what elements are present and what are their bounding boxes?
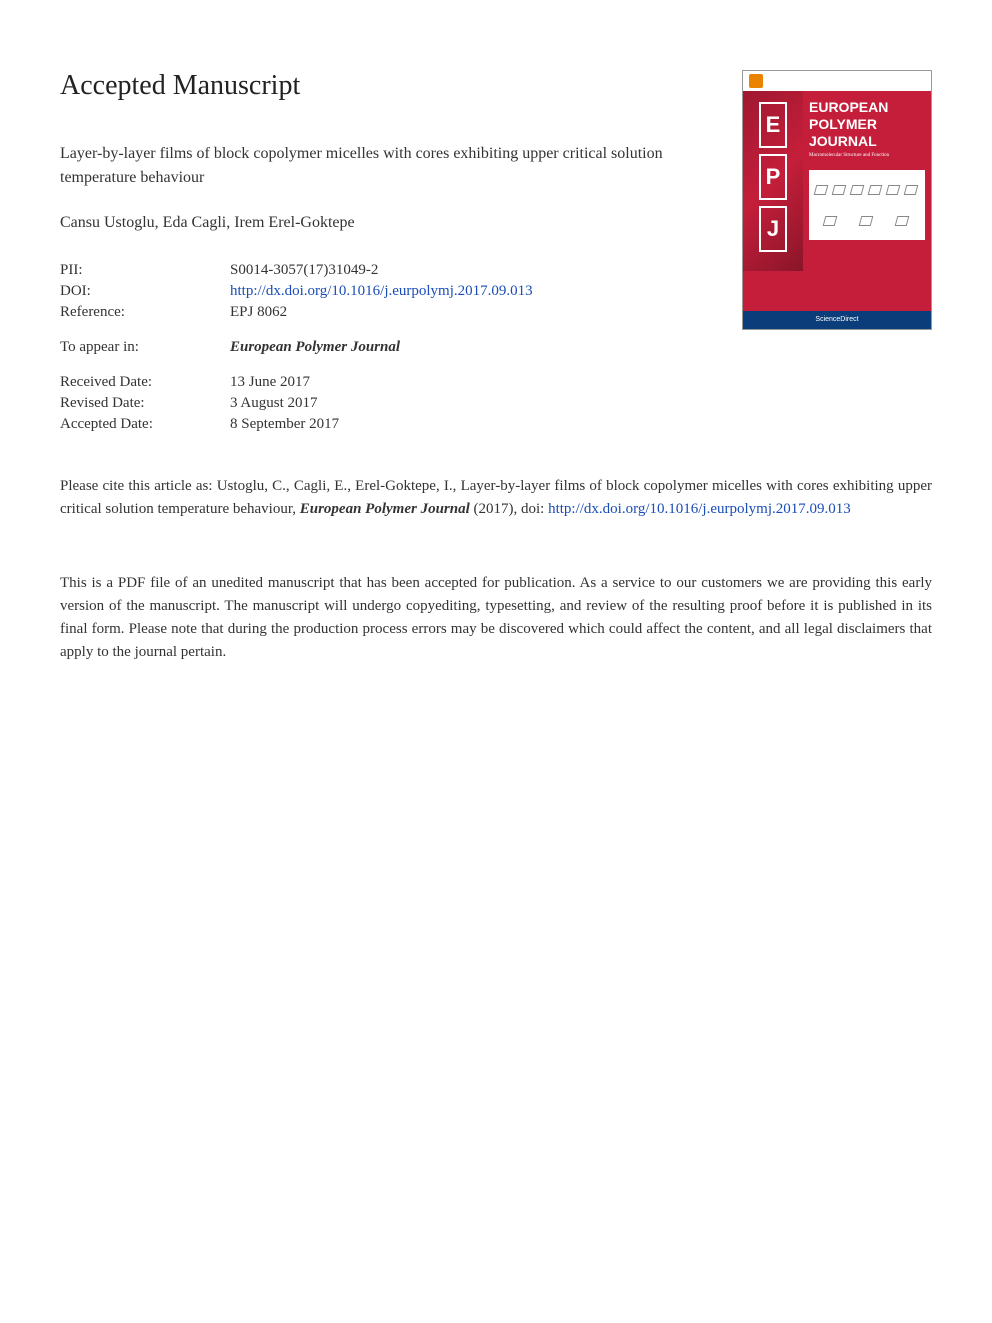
molecule-icon [885, 183, 903, 197]
journal-cover: E P J EUROPEAN POLYMER JOURNAL Macromole… [742, 70, 932, 330]
cover-topbar [743, 71, 931, 91]
meta-row-appear: To appear in: European Polymer Journal [60, 337, 533, 358]
cover-title: EUROPEAN POLYMER JOURNAL [809, 99, 925, 149]
doi-link[interactable]: http://dx.doi.org/10.1016/j.eurpolymj.20… [230, 283, 533, 299]
cover-subtitle: Macromolecular Structure and Function [809, 153, 925, 158]
received-label: Received Date: [60, 372, 230, 393]
citation-journal: European Polymer Journal [300, 501, 470, 517]
disclaimer-text: This is a PDF file of an unedited manusc… [60, 572, 932, 665]
cover-letter-p: P [759, 154, 787, 200]
cover-left-panel: E P J [743, 91, 803, 271]
cover-letter-j: J [759, 206, 787, 252]
cover-title-line3: JOURNAL [809, 133, 877, 149]
meta-row-doi: DOI: http://dx.doi.org/10.1016/j.eurpoly… [60, 281, 533, 302]
citation-text: Please cite this article as: Ustoglu, C.… [60, 475, 932, 522]
meta-row-accepted: Accepted Date: 8 September 2017 [60, 414, 533, 435]
appear-label: To appear in: [60, 337, 230, 358]
molecule-icon [849, 183, 867, 197]
meta-row-revised: Revised Date: 3 August 2017 [60, 393, 533, 414]
citation-year: (2017), doi: [470, 501, 548, 517]
cover-letter-e: E [759, 102, 787, 148]
meta-row-reference: Reference: EPJ 8062 [60, 302, 533, 323]
molecule-icon [813, 183, 831, 197]
metadata-table: PII: S0014-3057(17)31049-2 DOI: http://d… [60, 260, 533, 435]
page-heading: Accepted Manuscript [60, 70, 712, 102]
authors: Cansu Ustoglu, Eda Cagli, Irem Erel-Gokt… [60, 214, 712, 232]
pii-label: PII: [60, 260, 230, 281]
doi-label: DOI: [60, 281, 230, 302]
article-title: Layer-by-layer films of block copolymer … [60, 142, 712, 190]
cover-title-line1: EUROPEAN [809, 99, 888, 115]
cover-banner: ScienceDirect [743, 311, 931, 329]
accepted-value: 8 September 2017 [230, 414, 533, 435]
molecule-icon [867, 183, 885, 197]
meta-row-received: Received Date: 13 June 2017 [60, 372, 533, 393]
left-column: Accepted Manuscript Layer-by-layer films… [60, 70, 742, 435]
appear-value: European Polymer Journal [230, 339, 400, 355]
pii-value: S0014-3057(17)31049-2 [230, 260, 533, 281]
citation-doi-link[interactable]: http://dx.doi.org/10.1016/j.eurpolymj.20… [548, 501, 851, 517]
revised-label: Revised Date: [60, 393, 230, 414]
reference-label: Reference: [60, 302, 230, 323]
accepted-label: Accepted Date: [60, 414, 230, 435]
received-value: 13 June 2017 [230, 372, 533, 393]
molecule-icon [903, 183, 921, 197]
molecule-icon [894, 214, 912, 228]
reference-value: EPJ 8062 [230, 302, 533, 323]
elsevier-logo-icon [749, 74, 763, 88]
cover-right-panel: EUROPEAN POLYMER JOURNAL Macromolecular … [803, 91, 931, 271]
header-row: Accepted Manuscript Layer-by-layer films… [60, 70, 932, 435]
molecule-icon [858, 214, 876, 228]
cover-molecule-panel [809, 170, 925, 240]
meta-row-pii: PII: S0014-3057(17)31049-2 [60, 260, 533, 281]
molecule-icon [822, 214, 840, 228]
cover-title-line2: POLYMER [809, 116, 877, 132]
cover-body: E P J EUROPEAN POLYMER JOURNAL Macromole… [743, 91, 931, 271]
revised-value: 3 August 2017 [230, 393, 533, 414]
molecule-icon [831, 183, 849, 197]
